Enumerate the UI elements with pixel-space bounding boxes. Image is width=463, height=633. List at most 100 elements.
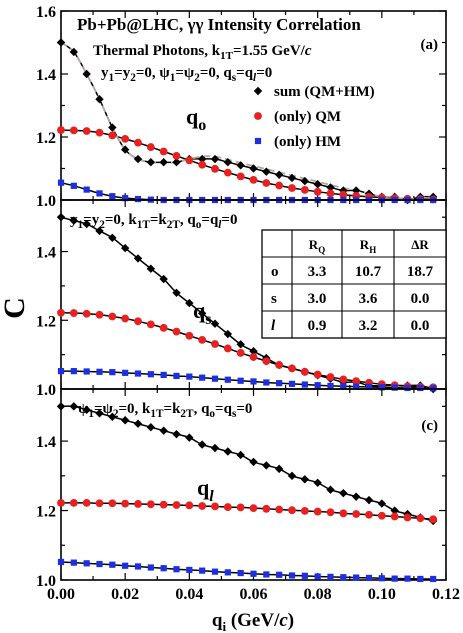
panel-label: (a) (421, 37, 439, 53)
data-point-square (109, 561, 116, 568)
data-point-square (211, 568, 219, 575)
y-tick-label: 1.2 (36, 313, 56, 330)
data-point-circle (172, 327, 181, 336)
data-point-circle (416, 514, 425, 523)
data-point-square (186, 566, 193, 574)
legend: sum (QM+HM) (only) QM (only) HM (253, 84, 375, 150)
x-tick-label: 0.04 (175, 586, 203, 603)
symbol: ψ (103, 401, 114, 417)
table-cell: 3.3 (308, 264, 327, 280)
y-tick-label: 1.4 (36, 434, 56, 451)
data-point-square (224, 376, 231, 383)
subscript: 1T (137, 219, 151, 231)
data-point-circle (365, 510, 373, 519)
data-point-circle (121, 134, 130, 143)
data-point-diamond (69, 216, 79, 225)
y-tick-label: 1.0 (36, 193, 56, 210)
data-point-circle (288, 184, 296, 192)
data-point-square (83, 186, 90, 193)
subscript: 1T (150, 408, 164, 420)
data-point-square (327, 573, 334, 580)
data-point-diamond (56, 38, 66, 47)
symbol: q (224, 401, 233, 417)
text-part: =0, (136, 65, 160, 81)
data-point-circle (326, 373, 335, 381)
data-point-diamond (108, 412, 117, 421)
data-point-circle (146, 500, 155, 509)
x-tick-label: 0.02 (111, 586, 139, 603)
data-point-diamond (287, 173, 297, 183)
table-header: RQ (309, 237, 325, 255)
text-part: c (279, 610, 288, 631)
data-point-circle (134, 138, 142, 147)
data-point-diamond (262, 167, 271, 176)
table-cell: 18.7 (407, 264, 434, 280)
data-point-square (96, 368, 103, 375)
text-part: c (305, 43, 312, 59)
text-part: = (201, 212, 210, 228)
data-point-circle (146, 320, 155, 329)
data-point-diamond (364, 495, 374, 505)
panel-b: 1.01.21.4(b)y1​=y2​=0, k1T​=k2T​, qo​=ql… (36, 199, 447, 399)
y-tick-label: 1.4 (36, 245, 56, 262)
data-point-diamond (69, 402, 79, 411)
data-point-circle (172, 152, 181, 160)
data-point-diamond (146, 264, 156, 273)
data-point-circle (326, 508, 335, 517)
data-point-square (288, 572, 296, 579)
symbol: y (70, 212, 78, 228)
data-point-square (314, 573, 321, 580)
data-point-circle (249, 175, 258, 184)
data-point-square (70, 368, 77, 375)
data-point-diamond (262, 461, 271, 470)
data-point-square (83, 560, 90, 567)
text-part: ) (288, 610, 294, 631)
text-part: = (114, 65, 123, 81)
table-row-header: l (271, 318, 276, 334)
data-point-circle (288, 364, 296, 373)
data-point-circle (275, 361, 284, 369)
data-point-square (353, 383, 360, 390)
data-point-square (314, 382, 321, 389)
table-cell: 0.9 (308, 318, 327, 334)
data-point-square (70, 559, 77, 566)
data-point-square (147, 564, 154, 571)
data-point-circle (198, 160, 207, 169)
symbol: R (309, 237, 319, 252)
data-point-diamond (300, 475, 310, 484)
plot-frame (60, 388, 447, 581)
data-point-diamond (159, 158, 168, 167)
subscript: 1 (88, 408, 94, 420)
subscript: o (198, 117, 206, 134)
data-point-square (199, 374, 206, 381)
symbol: q (197, 475, 210, 500)
data-point-diamond (249, 164, 258, 173)
data-point-diamond (159, 274, 168, 284)
data-point-circle (57, 499, 65, 507)
data-point-circle (69, 499, 78, 507)
y-tick-label: 1.2 (36, 130, 56, 147)
data-point-square (96, 190, 103, 197)
data-point-circle (82, 309, 91, 318)
data-point-diamond (210, 443, 220, 453)
data-point-diamond (133, 254, 143, 263)
data-point-diamond (133, 154, 143, 164)
subscript: 1 (109, 72, 115, 84)
condition-label: y1​=y2​=0, k1T​=k2T​, qo​=ql​=0 (70, 212, 237, 231)
data-point-square (404, 575, 411, 582)
series-square (57, 558, 437, 583)
text-part: = (83, 212, 92, 228)
data-point-square (263, 379, 270, 386)
subscript: s (232, 72, 237, 84)
text-part: = (175, 65, 184, 81)
data-point-square (237, 377, 244, 384)
text-part: = (94, 401, 103, 417)
panel-a: 1.0 1.2 1.4 1.6 (a) y1​=y2​=0, ψ1​=ψ2​=0, qs​… (36, 4, 447, 210)
component-label: ql (197, 475, 214, 505)
text-part: =1.55 GeV/ (233, 43, 306, 59)
data-point-circle (159, 500, 168, 509)
data-point-square (57, 179, 65, 186)
chart-title: Pb+Pb@LHC, γγ Intensity Correlation (77, 15, 361, 34)
data-point-diamond (249, 347, 258, 356)
